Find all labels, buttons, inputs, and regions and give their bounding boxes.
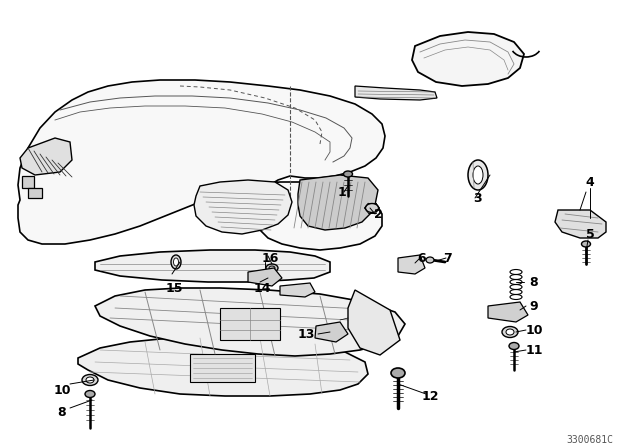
Ellipse shape bbox=[502, 327, 518, 337]
Polygon shape bbox=[488, 302, 528, 322]
Text: 11: 11 bbox=[525, 344, 543, 357]
Text: 15: 15 bbox=[165, 281, 183, 294]
Text: 14: 14 bbox=[253, 281, 271, 294]
Text: 10: 10 bbox=[53, 383, 71, 396]
Ellipse shape bbox=[582, 241, 591, 247]
Text: 13: 13 bbox=[298, 327, 315, 340]
Ellipse shape bbox=[173, 258, 179, 266]
Text: 9: 9 bbox=[530, 300, 538, 313]
Ellipse shape bbox=[365, 203, 378, 212]
Polygon shape bbox=[280, 283, 315, 297]
Polygon shape bbox=[18, 80, 385, 250]
Polygon shape bbox=[248, 268, 282, 286]
Text: 7: 7 bbox=[444, 251, 452, 264]
Ellipse shape bbox=[506, 329, 514, 335]
Polygon shape bbox=[298, 175, 378, 230]
Text: 1: 1 bbox=[338, 185, 346, 198]
Polygon shape bbox=[95, 288, 405, 356]
Ellipse shape bbox=[391, 368, 405, 378]
Ellipse shape bbox=[171, 255, 181, 269]
Polygon shape bbox=[78, 336, 368, 396]
Polygon shape bbox=[95, 250, 330, 282]
Ellipse shape bbox=[85, 391, 95, 397]
Ellipse shape bbox=[509, 343, 519, 349]
Polygon shape bbox=[22, 176, 34, 188]
Polygon shape bbox=[355, 86, 437, 100]
Text: 6: 6 bbox=[418, 251, 426, 264]
Ellipse shape bbox=[82, 375, 98, 385]
Text: 3: 3 bbox=[473, 191, 481, 204]
Text: 2: 2 bbox=[374, 207, 382, 220]
Ellipse shape bbox=[468, 160, 488, 190]
Ellipse shape bbox=[473, 166, 483, 184]
Ellipse shape bbox=[426, 257, 434, 263]
Polygon shape bbox=[315, 322, 348, 342]
Text: 8: 8 bbox=[530, 276, 538, 289]
Polygon shape bbox=[28, 188, 42, 198]
Polygon shape bbox=[555, 210, 606, 238]
Polygon shape bbox=[398, 255, 425, 274]
Polygon shape bbox=[194, 180, 292, 234]
Polygon shape bbox=[348, 290, 400, 355]
Ellipse shape bbox=[86, 377, 94, 383]
Polygon shape bbox=[20, 138, 72, 175]
Text: 16: 16 bbox=[261, 251, 278, 264]
Text: 8: 8 bbox=[58, 405, 67, 418]
Polygon shape bbox=[190, 354, 255, 382]
Text: 4: 4 bbox=[586, 176, 595, 189]
Ellipse shape bbox=[344, 171, 353, 177]
Text: 5: 5 bbox=[586, 228, 595, 241]
Polygon shape bbox=[412, 32, 524, 86]
Text: 3300681C: 3300681C bbox=[566, 435, 614, 445]
Polygon shape bbox=[220, 308, 280, 340]
Text: 10: 10 bbox=[525, 323, 543, 336]
Ellipse shape bbox=[266, 264, 278, 272]
Text: 12: 12 bbox=[421, 389, 439, 402]
